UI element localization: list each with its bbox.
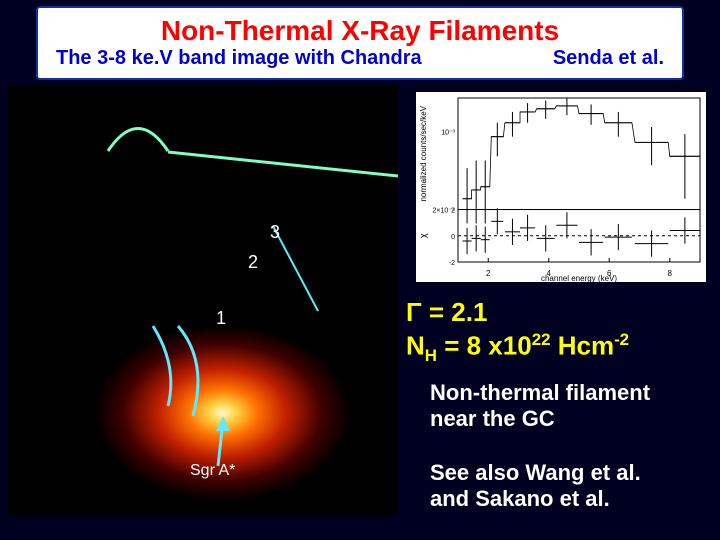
xray-image — [8, 86, 398, 516]
ref-block: See also Wang et al. and Sakano et al. — [430, 460, 706, 513]
nh-exp: 22 — [532, 330, 551, 349]
nh-unit: Hcm — [550, 330, 614, 360]
svg-text:0: 0 — [451, 234, 455, 241]
nh-line: NH = 8 x1022 Hcm-2 — [406, 329, 710, 366]
label-2: 2 — [248, 252, 258, 273]
title-sub-row: The 3-8 ke.V band image with Chandra Sen… — [38, 47, 682, 70]
ref-line-2: and Sakano et al. — [430, 486, 706, 512]
svg-text:χ: χ — [418, 233, 428, 238]
svg-text:2: 2 — [486, 269, 491, 278]
title-sub-right: Senda et al. — [553, 47, 664, 70]
main-area: 3 2 1 Sgr A* 2468channel energy (keV)nor… — [0, 80, 720, 540]
note-line-2: near the GC — [430, 406, 706, 432]
ref-line-1: See also Wang et al. — [430, 460, 706, 486]
svg-text:2: 2 — [451, 208, 455, 215]
fit-params: Γ = 2.1 NH = 8 x1022 Hcm-2 — [406, 296, 710, 365]
gamma-line: Γ = 2.1 — [406, 296, 710, 329]
nh-prefix: N — [406, 330, 425, 360]
label-sgr: Sgr A* — [190, 462, 235, 480]
note-block: Non-thermal filament near the GC — [430, 380, 706, 433]
gamma-label: Γ = — [406, 297, 451, 327]
nh-mid: = 8 x10 — [437, 330, 532, 360]
svg-text:channel energy (keV): channel energy (keV) — [541, 274, 617, 282]
label-1: 1 — [216, 308, 226, 329]
gamma-value: 2.1 — [451, 297, 487, 327]
spectrum-plot: 2468channel energy (keV)normalized count… — [416, 92, 706, 282]
label-3: 3 — [270, 222, 280, 243]
note-line-1: Non-thermal filament — [430, 380, 706, 406]
nh-sub: H — [425, 345, 437, 364]
title-main: Non-Thermal X-Ray Filaments — [161, 16, 559, 47]
svg-text:normalized counts/sec/keV: normalized counts/sec/keV — [419, 105, 428, 201]
svg-text:8: 8 — [668, 269, 673, 278]
title-card: Non-Thermal X-Ray Filaments The 3-8 ke.V… — [36, 6, 684, 80]
nh-unit-exp: -2 — [614, 330, 629, 349]
svg-text:10⁻³: 10⁻³ — [441, 130, 455, 137]
title-sub-left: The 3-8 ke.V band image with Chandra — [56, 47, 422, 70]
svg-text:-2: -2 — [449, 260, 455, 267]
